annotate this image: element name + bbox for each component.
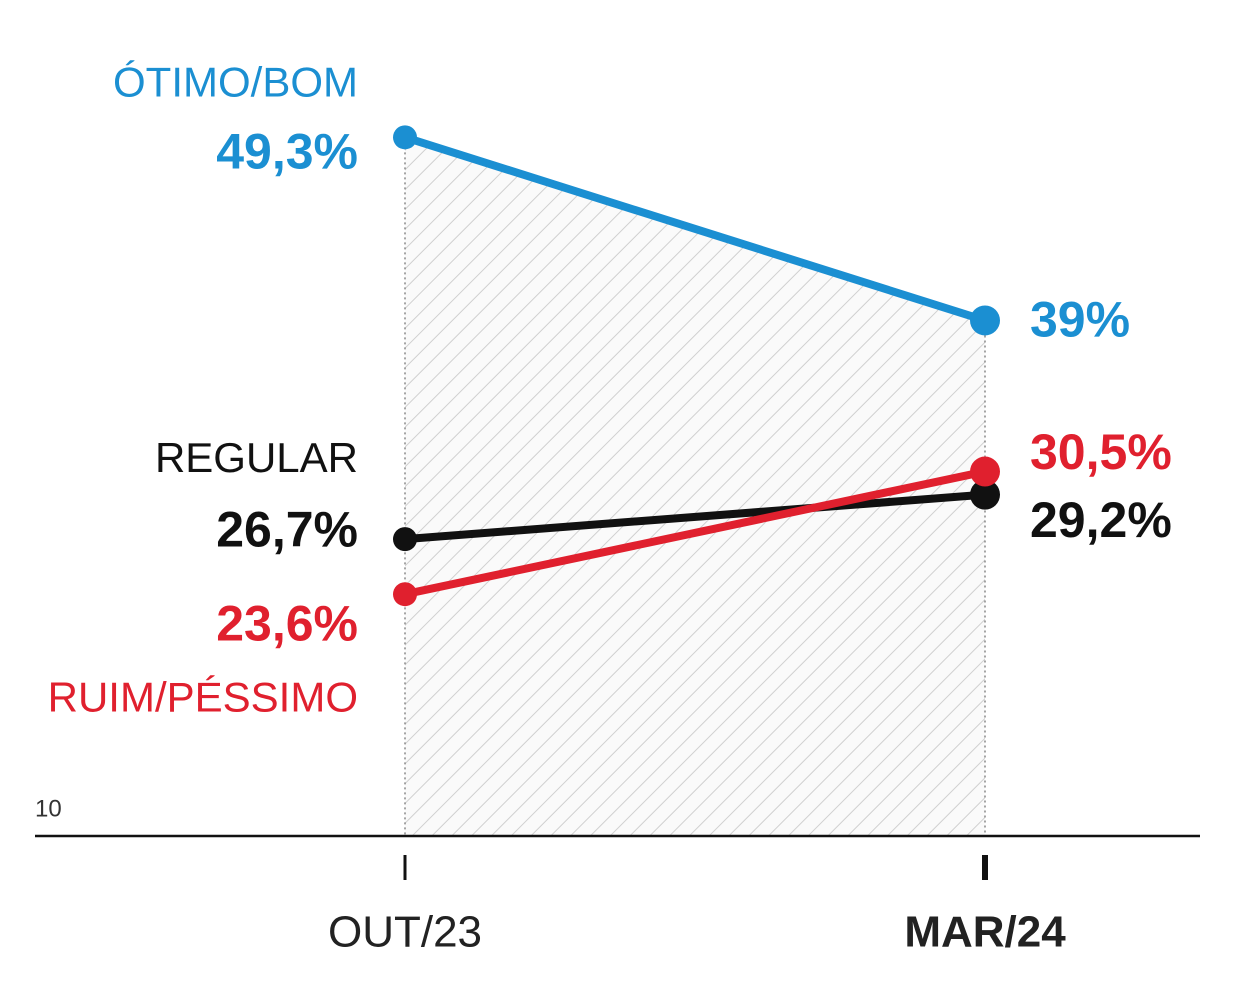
value-label: 39%	[1030, 292, 1130, 348]
y-tick-label: 10	[35, 795, 62, 822]
series-line	[404, 467, 986, 599]
series-name: REGULAR	[155, 434, 358, 481]
value-label: 23,6%	[216, 595, 358, 651]
point	[393, 125, 417, 150]
series-name: ÓTIMO/BOM	[113, 58, 358, 105]
series-line	[404, 490, 986, 544]
series-line	[403, 133, 987, 325]
hatch-area	[405, 137, 985, 837]
x-tick-label: MAR/24	[904, 908, 1066, 957]
point	[393, 527, 417, 552]
value-label: 26,7%	[216, 501, 358, 557]
x-tick-label: OUT/23	[328, 908, 482, 957]
value-label: 49,3%	[216, 124, 358, 180]
point	[970, 305, 1000, 336]
series-name: RUIM/PÉSSIMO	[48, 673, 358, 720]
value-label: 29,2%	[1030, 492, 1172, 548]
point	[393, 582, 417, 607]
value-label: 30,5%	[1030, 424, 1172, 480]
point	[970, 479, 1000, 510]
point	[970, 456, 1000, 487]
